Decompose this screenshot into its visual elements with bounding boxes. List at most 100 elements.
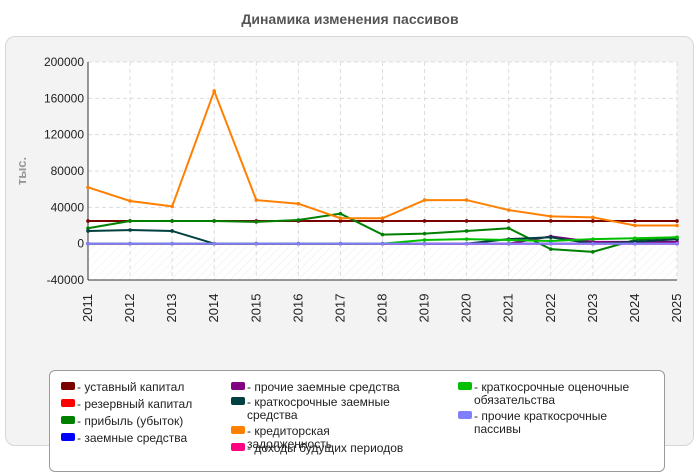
x-tick-label: 2021 [501, 294, 516, 323]
x-tick-label: 2018 [375, 294, 390, 323]
data-point [296, 201, 301, 206]
data-point [380, 241, 385, 246]
data-point [548, 235, 553, 240]
legend-label: - доходы будущих периодов [247, 441, 404, 455]
data-point [464, 229, 469, 233]
legend-swatch [231, 382, 245, 390]
data-point [422, 219, 427, 223]
data-point [128, 219, 132, 223]
data-point [380, 216, 385, 221]
data-point [254, 220, 259, 224]
data-point [464, 237, 469, 241]
data-point [506, 226, 511, 231]
data-point [675, 235, 679, 240]
x-tick-label: 2012 [122, 294, 137, 323]
y-tick-label: 80000 [51, 164, 85, 178]
x-tick-label: 2024 [627, 294, 642, 323]
legend-label: - заемные средства [77, 431, 188, 445]
legend-swatch [61, 433, 75, 441]
x-tick-label: 2015 [248, 294, 263, 323]
legend-label: - кредиторская задолженность [247, 424, 332, 451]
data-point [422, 238, 427, 242]
x-tick-label: 2017 [332, 294, 347, 323]
y-tick-label: 200000 [44, 55, 84, 69]
legend-label: - краткосрочные заемные средства [247, 395, 390, 422]
line-chart: 200000 160000 120000 80000 40000 0 -40000 2011 2… [14, 55, 684, 323]
legend-swatch [231, 443, 245, 451]
x-tick-label: 2023 [585, 294, 600, 323]
data-point [212, 241, 217, 246]
chart-title: Динамика изменения пассивов [241, 11, 459, 27]
data-point [464, 219, 469, 223]
x-tick-label: 2019 [417, 294, 432, 323]
data-point [422, 198, 427, 202]
data-point [464, 198, 469, 202]
data-point [506, 208, 511, 212]
data-point [633, 236, 637, 241]
data-point [170, 219, 174, 223]
data-point [380, 232, 385, 237]
legend-swatch [231, 397, 245, 405]
legend-label: - краткосрочные оценочные обязательства [474, 380, 630, 407]
x-tick-label: 2020 [459, 294, 474, 323]
data-point [591, 237, 595, 241]
data-point [86, 185, 90, 190]
data-point [591, 250, 595, 254]
data-point [296, 241, 301, 246]
data-point [128, 199, 132, 203]
data-point [296, 218, 301, 222]
data-point [254, 198, 259, 202]
legend-swatch [61, 382, 75, 390]
data-point [338, 241, 343, 246]
data-point [212, 219, 217, 223]
data-point [170, 204, 174, 209]
legend-label: - прочие краткосрочные пассивы [474, 409, 608, 436]
data-point [86, 219, 90, 223]
legend-label: - уставный капитал [77, 380, 185, 394]
x-tick-label: 2016 [290, 294, 305, 323]
y-tick-label: 0 [77, 237, 84, 251]
data-point [675, 219, 679, 223]
y-tick-label: 120000 [44, 128, 84, 142]
data-point [338, 216, 343, 221]
data-point [506, 238, 511, 242]
x-tick-label: 2011 [80, 294, 95, 322]
chart-panel: 200000 160000 120000 80000 40000 0 -40000 2011 2… [5, 36, 694, 472]
legend-swatch [231, 426, 245, 434]
data-point [338, 219, 343, 223]
data-point [506, 241, 511, 246]
data-point [591, 219, 595, 223]
data-point [548, 219, 553, 223]
legend-label: - прочие заемные средства [247, 380, 400, 394]
data-point [548, 241, 553, 246]
legend-swatch [458, 382, 472, 390]
data-point [633, 219, 637, 223]
y-tick-label: 160000 [44, 91, 84, 105]
data-point [422, 241, 427, 246]
data-point [86, 241, 90, 246]
data-point [633, 241, 637, 246]
data-point [128, 228, 132, 232]
legend-label: - прибыль (убыток) [77, 414, 184, 428]
data-point [464, 241, 469, 246]
data-point [128, 241, 132, 246]
data-point [170, 229, 174, 233]
x-tick-label: 2022 [543, 294, 558, 323]
y-tick-label: 40000 [51, 200, 85, 214]
data-point [506, 219, 511, 223]
data-point [422, 231, 427, 236]
legend-swatch [458, 411, 472, 419]
data-point [548, 214, 553, 219]
data-point [254, 241, 259, 246]
legend-swatch [61, 416, 75, 424]
x-tick-label: 2014 [206, 294, 221, 323]
y-axis-label: тыс. [14, 157, 29, 185]
legend-label: - резервный капитал [77, 397, 193, 411]
data-point [633, 223, 637, 228]
data-point [675, 241, 679, 246]
data-point [338, 211, 343, 216]
data-point [170, 241, 174, 246]
x-tick-label: 2025 [669, 294, 684, 323]
data-point [380, 219, 385, 223]
data-point [548, 239, 553, 243]
